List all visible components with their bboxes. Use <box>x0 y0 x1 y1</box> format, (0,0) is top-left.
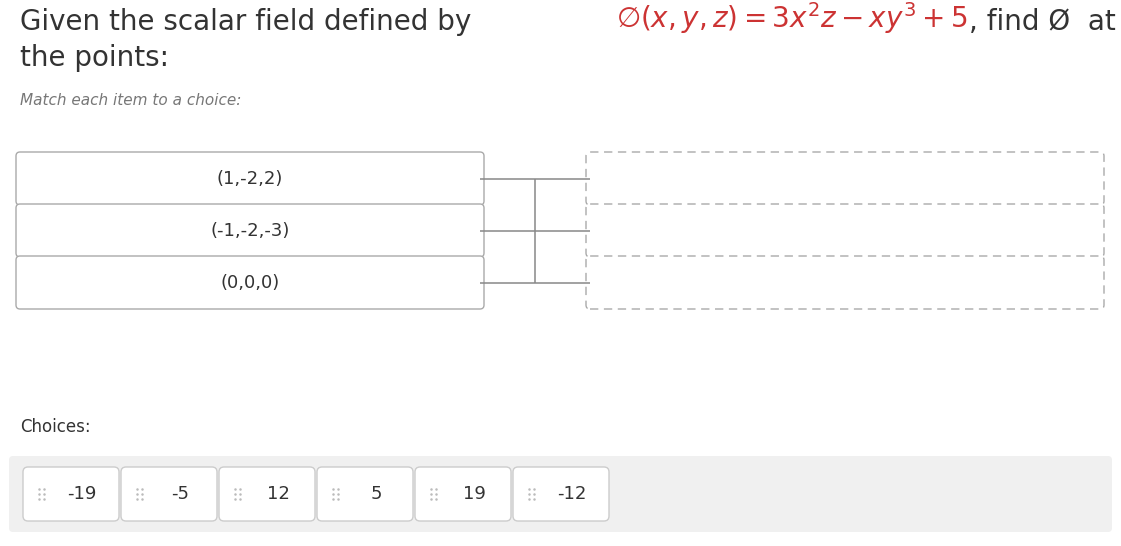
Text: , find Ø  at: , find Ø at <box>969 8 1115 36</box>
Text: -12: -12 <box>557 485 586 503</box>
Text: $\varnothing(x, y, z) = 3x^2z - xy^3 + 5$: $\varnothing(x, y, z) = 3x^2z - xy^3 + 5… <box>615 0 967 36</box>
Text: Given the scalar field defined by: Given the scalar field defined by <box>20 8 480 36</box>
FancyBboxPatch shape <box>586 256 1104 309</box>
Text: (0,0,0): (0,0,0) <box>221 274 279 292</box>
FancyBboxPatch shape <box>9 456 1112 532</box>
Text: Match each item to a choice:: Match each item to a choice: <box>20 93 241 108</box>
FancyBboxPatch shape <box>415 467 511 521</box>
FancyBboxPatch shape <box>586 152 1104 205</box>
Text: (1,-2,2): (1,-2,2) <box>216 169 284 187</box>
FancyBboxPatch shape <box>121 467 217 521</box>
Text: 19: 19 <box>463 485 485 503</box>
FancyBboxPatch shape <box>317 467 413 521</box>
FancyBboxPatch shape <box>586 204 1104 257</box>
FancyBboxPatch shape <box>16 256 484 309</box>
Text: 5: 5 <box>370 485 382 503</box>
FancyBboxPatch shape <box>513 467 609 521</box>
Text: -5: -5 <box>172 485 189 503</box>
Text: -19: -19 <box>67 485 96 503</box>
Text: the points:: the points: <box>20 44 169 72</box>
Text: (-1,-2,-3): (-1,-2,-3) <box>211 222 289 240</box>
FancyBboxPatch shape <box>16 204 484 257</box>
FancyBboxPatch shape <box>16 152 484 205</box>
Text: 12: 12 <box>267 485 289 503</box>
Text: Choices:: Choices: <box>20 418 91 436</box>
FancyBboxPatch shape <box>24 467 119 521</box>
FancyBboxPatch shape <box>219 467 315 521</box>
